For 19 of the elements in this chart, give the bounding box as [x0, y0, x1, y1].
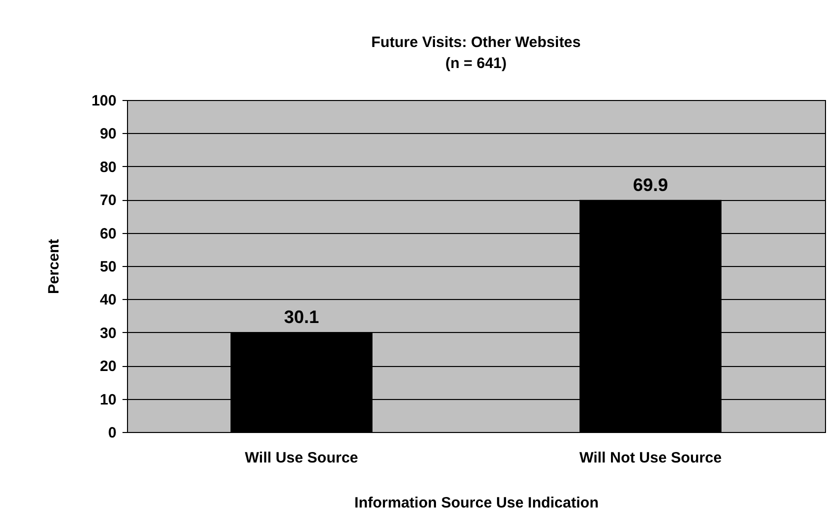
y-tick-label: 20 [100, 358, 116, 376]
y-tick-label: 70 [100, 192, 116, 210]
y-tick-label: 0 [108, 424, 116, 442]
chart-subtitle: (n = 641) [445, 55, 507, 72]
x-tick-label: Will Not Use Source [579, 450, 722, 466]
data-label: 30.1 [284, 307, 320, 328]
y-axis-title: Percent [45, 238, 62, 294]
y-tick-label: 50 [100, 258, 116, 276]
y-tick-label: 40 [100, 292, 116, 309]
chart-title: Future Visits: Other Websites [371, 34, 581, 51]
y-tick-label: 60 [100, 225, 116, 242]
y-tick-label: 30 [100, 324, 116, 342]
x-axis-title: Information Source Use Indication [354, 494, 599, 512]
y-tick-label: 10 [100, 391, 116, 408]
y-tick-label: 90 [100, 126, 116, 143]
x-tick-label: Will Use Source [244, 450, 358, 466]
y-tick-label: 100 [91, 92, 116, 110]
y-tick-label: 80 [100, 158, 116, 176]
data-label: 69.9 [632, 174, 668, 195]
